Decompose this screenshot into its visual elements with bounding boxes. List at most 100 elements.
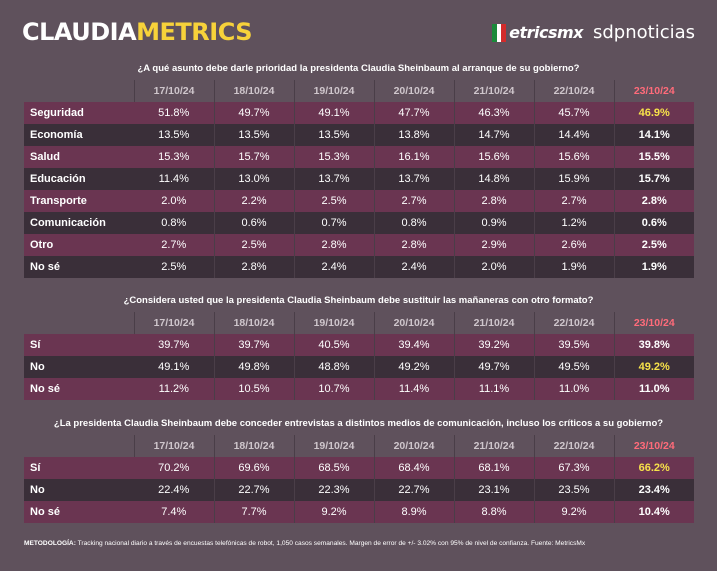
date-header: 21/10/24 bbox=[454, 80, 535, 102]
latest-value-cell: 2.5% bbox=[614, 234, 694, 256]
value-cell: 2.9% bbox=[454, 234, 535, 256]
value-cell: 15.6% bbox=[534, 146, 615, 168]
value-cell: 2.5% bbox=[134, 256, 215, 278]
value-cell: 13.0% bbox=[214, 168, 295, 190]
value-cell: 49.5% bbox=[534, 356, 615, 378]
row-label: Economía bbox=[24, 124, 134, 146]
value-cell: 11.0% bbox=[534, 378, 615, 400]
value-cell: 68.4% bbox=[374, 457, 455, 479]
date-header: 20/10/24 bbox=[374, 435, 455, 457]
value-cell: 2.0% bbox=[454, 256, 535, 278]
value-cell: 10.5% bbox=[214, 378, 295, 400]
value-cell: 2.5% bbox=[214, 234, 295, 256]
value-cell: 9.2% bbox=[294, 501, 375, 523]
date-header: 23/10/24 bbox=[633, 317, 675, 329]
value-cell: 49.8% bbox=[214, 356, 295, 378]
latest-value-cell: 1.9% bbox=[614, 256, 694, 278]
value-cell: 11.4% bbox=[374, 378, 455, 400]
value-cell: 9.2% bbox=[534, 501, 615, 523]
value-cell: 2.4% bbox=[294, 256, 375, 278]
value-cell: 2.7% bbox=[374, 190, 455, 212]
date-header: 20/10/24 bbox=[374, 312, 455, 334]
table-row: Otro 2.7% 2.5% 2.8% 2.8% 2.9% 2.6% 2.5% bbox=[24, 234, 694, 256]
mexico-flag-icon bbox=[492, 23, 507, 42]
value-cell: 47.7% bbox=[374, 102, 455, 124]
row-label: No sé bbox=[24, 256, 134, 278]
results-table-1: 17/10/24 18/10/24 19/10/24 20/10/24 21/10/24… bbox=[24, 80, 694, 278]
metricsmx-logo-text: etricsmx bbox=[509, 23, 583, 42]
table-row: Educación 11.4% 13.0% 13.7% 13.7% 14.8% 15.9% 1… bbox=[24, 168, 694, 190]
value-cell: 68.1% bbox=[454, 457, 535, 479]
date-header: 18/10/24 bbox=[214, 312, 295, 334]
value-cell: 39.4% bbox=[374, 334, 455, 356]
value-cell: 13.5% bbox=[214, 124, 295, 146]
date-header: 22/10/24 bbox=[534, 80, 615, 102]
latest-value-cell: 15.5% bbox=[614, 146, 694, 168]
value-cell: 13.5% bbox=[294, 124, 375, 146]
row-label: No bbox=[24, 479, 134, 501]
value-cell: 46.3% bbox=[454, 102, 535, 124]
value-cell: 16.1% bbox=[374, 146, 455, 168]
value-cell: 49.7% bbox=[454, 356, 535, 378]
value-cell: 13.8% bbox=[374, 124, 455, 146]
table-row: Economía 13.5% 13.5% 13.5% 13.8% 14.7% 14.4% 14… bbox=[24, 124, 694, 146]
value-cell: 0.6% bbox=[214, 212, 295, 234]
value-cell: 14.7% bbox=[454, 124, 535, 146]
value-cell: 13.5% bbox=[134, 124, 215, 146]
question-1: ¿A qué asunto debe darle prioridad la pr… bbox=[137, 63, 580, 74]
latest-value-cell: 10.4% bbox=[614, 501, 694, 523]
value-cell: 2.5% bbox=[294, 190, 375, 212]
table-row: Seguridad 51.8% 49.7% 49.1% 47.7% 46.3% 45.7% 4… bbox=[24, 102, 694, 124]
header-blank-cell bbox=[24, 435, 135, 457]
value-cell: 2.8% bbox=[294, 234, 375, 256]
value-cell: 8.9% bbox=[374, 501, 455, 523]
partner-logos: etricsmx sdpnoticias bbox=[492, 22, 695, 43]
value-cell: 22.3% bbox=[294, 479, 375, 501]
value-cell: 7.7% bbox=[214, 501, 295, 523]
value-cell: 10.7% bbox=[294, 378, 375, 400]
results-table-3: 17/10/24 18/10/24 19/10/24 20/10/24 21/10/24… bbox=[24, 435, 694, 523]
date-header: 20/10/24 bbox=[374, 80, 455, 102]
row-label: No sé bbox=[24, 378, 134, 400]
date-header: 17/10/24 bbox=[134, 435, 215, 457]
date-header: 17/10/24 bbox=[134, 80, 215, 102]
date-header-row: 17/10/24 18/10/24 19/10/24 20/10/24 21/10/24… bbox=[24, 435, 694, 457]
question-3: ¿La presidenta Claudia Sheinbaum debe co… bbox=[53, 418, 664, 429]
value-cell: 2.8% bbox=[454, 190, 535, 212]
row-label: Comunicación bbox=[24, 212, 134, 234]
latest-value-cell: 23.4% bbox=[614, 479, 694, 501]
row-label: Educación bbox=[24, 168, 134, 190]
value-cell: 39.5% bbox=[534, 334, 615, 356]
value-cell: 14.4% bbox=[534, 124, 615, 146]
row-label: Sí bbox=[24, 334, 134, 356]
value-cell: 49.1% bbox=[294, 102, 375, 124]
value-cell: 2.6% bbox=[534, 234, 615, 256]
latest-value-cell: 39.8% bbox=[614, 334, 694, 356]
value-cell: 39.2% bbox=[454, 334, 535, 356]
date-header: 22/10/24 bbox=[534, 312, 615, 334]
value-cell: 11.4% bbox=[134, 168, 215, 190]
date-header: 23/10/24 bbox=[633, 85, 675, 97]
date-header: 18/10/24 bbox=[214, 80, 295, 102]
date-header: 18/10/24 bbox=[214, 435, 295, 457]
table-row: Salud 15.3% 15.7% 15.3% 16.1% 15.6% 15.6% 15.5% bbox=[24, 146, 694, 168]
latest-value-cell: 11.0% bbox=[614, 378, 694, 400]
header-blank-cell bbox=[24, 312, 135, 334]
value-cell: 11.1% bbox=[454, 378, 535, 400]
results-table-2: 17/10/24 18/10/24 19/10/24 20/10/24 21/10/24… bbox=[24, 312, 694, 400]
value-cell: 14.8% bbox=[454, 168, 535, 190]
claudiametrics-logo: CLAUDIAMETRICS bbox=[22, 18, 253, 46]
value-cell: 70.2% bbox=[134, 457, 215, 479]
value-cell: 2.2% bbox=[214, 190, 295, 212]
value-cell: 2.0% bbox=[134, 190, 215, 212]
value-cell: 13.7% bbox=[294, 168, 375, 190]
date-header: 22/10/24 bbox=[534, 435, 615, 457]
date-header-row: 17/10/24 18/10/24 19/10/24 20/10/24 21/10/24… bbox=[24, 80, 694, 102]
table-row: Sí 70.2% 69.6% 68.5% 68.4% 68.1% 67.3% 66.2% bbox=[24, 457, 694, 479]
table-row: No sé 11.2% 10.5% 10.7% 11.4% 11.1% 11.0% 11.0% bbox=[24, 378, 694, 400]
row-label: Sí bbox=[24, 457, 134, 479]
table-row: No 22.4% 22.7% 22.3% 22.7% 23.1% 23.5% 23.4% bbox=[24, 479, 694, 501]
table-row: Transporte 2.0% 2.2% 2.5% 2.7% 2.8% 2.7% 2.8% bbox=[24, 190, 694, 212]
value-cell: 0.8% bbox=[134, 212, 215, 234]
brand-part1: CLAUDIA bbox=[22, 18, 137, 46]
